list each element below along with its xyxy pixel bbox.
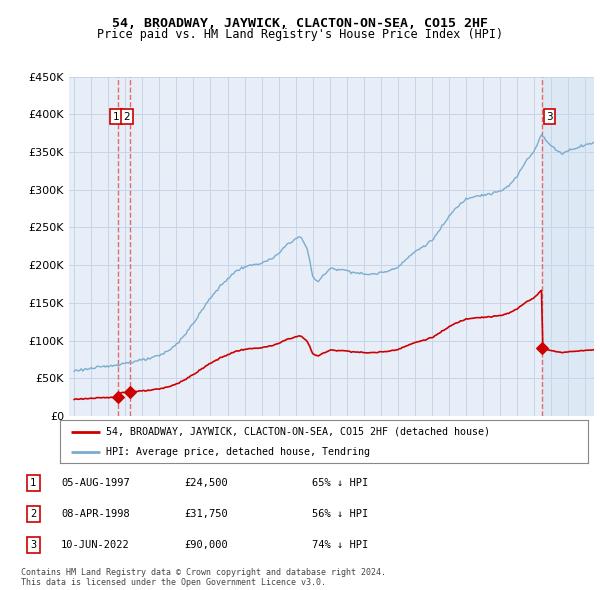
Text: Price paid vs. HM Land Registry's House Price Index (HPI): Price paid vs. HM Land Registry's House … [97, 28, 503, 41]
Text: 65% ↓ HPI: 65% ↓ HPI [311, 478, 368, 488]
Text: 3: 3 [546, 112, 553, 122]
Text: Contains HM Land Registry data © Crown copyright and database right 2024.: Contains HM Land Registry data © Crown c… [21, 568, 386, 576]
Text: 1: 1 [30, 478, 37, 488]
Text: 74% ↓ HPI: 74% ↓ HPI [311, 540, 368, 550]
Text: 2: 2 [124, 112, 130, 122]
Bar [542, 77, 594, 416]
Text: £24,500: £24,500 [185, 478, 229, 488]
Text: 3: 3 [30, 540, 37, 550]
Text: £31,750: £31,750 [185, 509, 229, 519]
Point [125, 387, 134, 396]
Text: 54, BROADWAY, JAYWICK, CLACTON-ON-SEA, CO15 2HF: 54, BROADWAY, JAYWICK, CLACTON-ON-SEA, C… [112, 17, 488, 30]
Point [113, 393, 123, 402]
Text: 56% ↓ HPI: 56% ↓ HPI [311, 509, 368, 519]
Text: 1: 1 [112, 112, 119, 122]
Text: 54, BROADWAY, JAYWICK, CLACTON-ON-SEA, CO15 2HF (detached house): 54, BROADWAY, JAYWICK, CLACTON-ON-SEA, C… [106, 427, 490, 437]
Text: 2: 2 [30, 509, 37, 519]
Text: 08-APR-1998: 08-APR-1998 [61, 509, 130, 519]
Text: £90,000: £90,000 [185, 540, 229, 550]
Text: HPI: Average price, detached house, Tendring: HPI: Average price, detached house, Tend… [106, 447, 370, 457]
Text: 10-JUN-2022: 10-JUN-2022 [61, 540, 130, 550]
Text: 05-AUG-1997: 05-AUG-1997 [61, 478, 130, 488]
Point [537, 343, 547, 353]
Text: This data is licensed under the Open Government Licence v3.0.: This data is licensed under the Open Gov… [21, 578, 326, 587]
